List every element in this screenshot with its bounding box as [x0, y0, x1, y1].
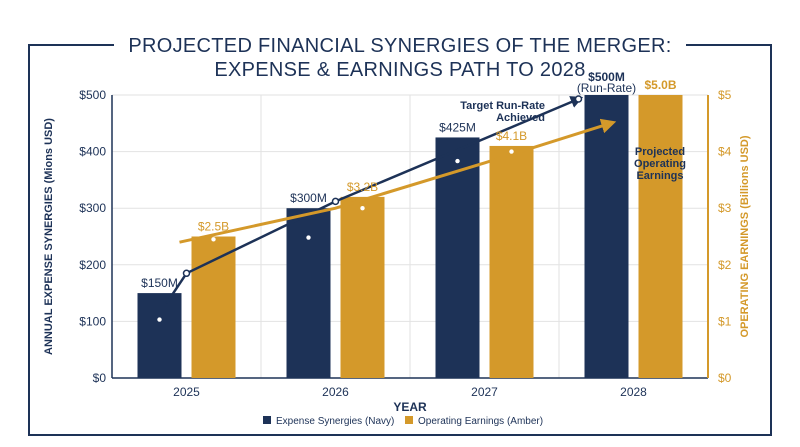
x-category-label: 2026	[322, 385, 349, 399]
x-axis-title: YEAR	[393, 400, 427, 414]
x-category-label: 2025	[173, 385, 200, 399]
trend-line-expense	[165, 96, 584, 304]
trend-line-earnings	[179, 118, 617, 244]
bar-expense-synergies	[286, 208, 331, 378]
x-category-label: 2028	[620, 385, 647, 399]
bar-expense-synergies	[435, 137, 480, 378]
bar-operating-earnings	[191, 236, 236, 378]
data-label-earnings: $3.2B	[347, 180, 378, 194]
data-label-expense: $425M	[439, 120, 476, 134]
y-tick-left: $200	[79, 258, 106, 272]
data-label-earnings: $5.0B	[644, 78, 676, 92]
data-label-expense: $150M	[141, 276, 178, 290]
bar-expense-synergies	[584, 95, 629, 378]
bar-operating-earnings	[489, 145, 534, 378]
annotation-target-run-rate: Target Run-Rate	[460, 100, 545, 112]
y-tick-right: $2	[718, 258, 732, 272]
annotation-projected-earnings: Operating	[634, 158, 686, 170]
trend-lines-layer	[157, 95, 617, 322]
y-axis-title-left: ANNUAL EXPENSE SYNERGIES (Mions USD)	[43, 118, 55, 355]
trend-marker-expense	[182, 269, 191, 278]
y-tick-right: $5	[718, 88, 732, 102]
labels-layer: $0 $100 $200 $300 $400 $500 $0 $1 $2 $3 $4 $5 $150M $…	[43, 70, 751, 414]
bar-expense-synergies	[137, 293, 182, 378]
bar-operating-earnings	[340, 196, 385, 378]
data-label-expense: $500M	[588, 70, 625, 84]
bar-marker-earnings	[360, 206, 365, 211]
chart-title-line-1: PROJECTED FINANCIAL SYNERGIES OF THE MER…	[128, 35, 672, 57]
legend-swatch-earnings	[405, 416, 413, 424]
bar-marker-expense	[157, 317, 162, 322]
y-tick-left: $0	[93, 371, 107, 385]
y-tick-left: $300	[79, 201, 106, 215]
legend: Expense Synergies (Navy) Operating Earnin…	[263, 416, 543, 427]
legend-label-expense: Expense Synergies (Navy)	[276, 416, 394, 427]
annotation-projected-earnings: Projected	[635, 146, 685, 158]
y-tick-left: $400	[79, 145, 106, 159]
legend-label-earnings: Operating Earnings (Amber)	[418, 416, 543, 427]
y-tick-left: $500	[79, 88, 106, 102]
x-category-label: 2027	[471, 385, 498, 399]
bars-layer	[137, 95, 683, 378]
trend-marker-expense	[331, 197, 340, 206]
y-tick-right: $3	[718, 201, 732, 215]
y-tick-right: $4	[718, 145, 732, 159]
trend-marker-expense	[574, 95, 583, 103]
annotation-projected-earnings: Earnings	[636, 170, 683, 182]
data-label-earnings: $2.5B	[198, 220, 229, 234]
bar-marker-expense	[306, 235, 311, 240]
y-tick-left: $100	[79, 314, 106, 328]
annotation-target-run-rate: Achieved	[496, 112, 545, 124]
data-label-expense: $300M	[290, 191, 327, 205]
y-tick-right: $0	[718, 371, 732, 385]
chart-title-line-2: EXPENSE & EARNINGS PATH TO 2028	[214, 59, 586, 81]
y-axis-title-right: OPERATING EARNINGS (Billions USD)	[739, 135, 751, 337]
data-label-earnings: $4.1B	[496, 129, 527, 143]
bar-marker-earnings	[509, 149, 514, 154]
bar-marker-expense	[455, 158, 460, 164]
run-rate-label: (Run-Rate)	[577, 81, 636, 95]
bar-marker-earnings	[211, 237, 216, 242]
bar-operating-earnings	[638, 95, 683, 378]
legend-swatch-expense	[263, 416, 271, 424]
y-tick-right: $1	[718, 314, 732, 328]
chart-title: PROJECTED FINANCIAL SYNERGIES OF THE MER…	[0, 34, 800, 82]
